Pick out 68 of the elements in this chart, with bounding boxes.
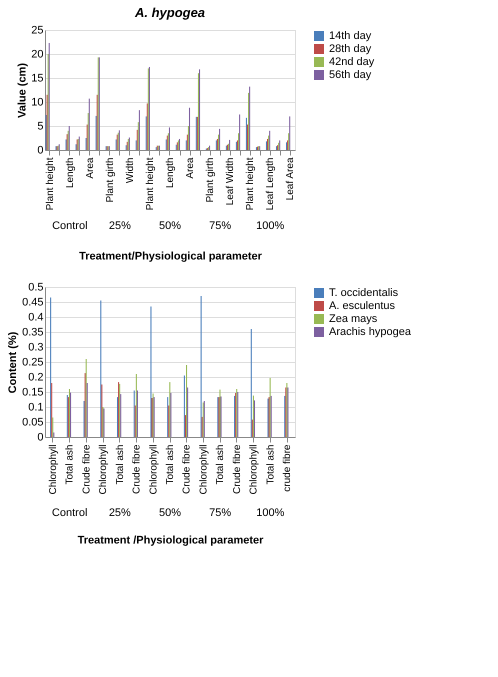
y-tick-label: 5: [37, 120, 44, 132]
x-tick-label: Plant height: [245, 157, 256, 210]
x-tick-label: Chlorophyll: [148, 444, 160, 495]
x-tick-label: Length: [64, 158, 76, 188]
text: Control: [52, 220, 88, 232]
y-axis-title: Content (%): [7, 331, 20, 394]
text: 100%: [256, 507, 285, 519]
y-tick-label: 0.05: [22, 416, 44, 428]
text: 75%: [209, 507, 232, 519]
x-tick-label: Total ash: [64, 444, 76, 485]
x-tick-label: Total ash: [165, 444, 176, 485]
text: 100%: [256, 220, 284, 232]
legend-label: 14th day: [329, 30, 372, 42]
y-tick-label: 25: [31, 24, 44, 36]
x-tick-label: Total ash: [114, 444, 126, 485]
x-tick-label: Width: [124, 158, 136, 184]
x-tick-label: Area: [84, 157, 96, 179]
x-tick-label: Total ash: [215, 444, 226, 485]
text: 50%: [158, 507, 182, 519]
x-tick-label: Crude fibre: [182, 444, 193, 494]
y-tick-label: 0: [37, 144, 44, 156]
x-tick-label: Length: [165, 158, 176, 188]
x-tick-label: Plant girth: [104, 158, 116, 203]
x-tick-label: Crude fibre: [132, 444, 143, 494]
legend-label: 28th day: [329, 43, 372, 55]
x-tick-label: Leaf Area: [285, 157, 296, 200]
y-tick-label: 0.15: [22, 386, 44, 398]
x-tick-label: Leaf Width: [225, 158, 236, 206]
y-tick-label: 0.45: [22, 296, 44, 308]
x-tick-label: Plant height: [144, 157, 156, 210]
legend-label: Arachis hypogea: [329, 326, 412, 338]
legend-label: 56th day: [329, 69, 372, 81]
text: 25%: [108, 507, 132, 519]
x-tick-label: Chlorophyll: [48, 444, 59, 495]
x-tick-label: crude fibre: [282, 444, 294, 492]
x-tick-label: Chlorophyll: [248, 444, 260, 495]
y-tick-label: 10: [31, 96, 44, 108]
x-tick-label: Plant height: [44, 157, 56, 210]
x-axis-title: Treatment/Physiological parameter: [79, 250, 263, 262]
x-tick-label: Plant girth: [205, 158, 216, 203]
y-tick-label: 15: [31, 72, 44, 84]
x-tick-label: Total ash: [265, 444, 276, 485]
x-tick-label: Crude fibre: [81, 444, 92, 494]
legend-label: 42nd day: [329, 56, 375, 68]
x-axis-title: Treatment /Physiological parameter: [78, 534, 264, 547]
x-tick-label: Crude fibre: [232, 444, 243, 494]
y-tick-label: 0.35: [22, 326, 44, 338]
legend-label: A. esculentus: [329, 300, 396, 312]
x-tick-label: Area: [185, 157, 196, 179]
y-tick-label: 0.1: [28, 402, 44, 414]
y-tick-label: 0.2: [28, 372, 44, 384]
y-tick-label: 0.3: [28, 342, 44, 354]
text: Control: [52, 507, 88, 519]
text: 50%: [158, 220, 182, 232]
y-axis-title: Value (cm): [16, 62, 28, 118]
y-tick-label: 20: [31, 48, 44, 60]
x-tick-label: Chlorophyll: [198, 444, 210, 495]
text: 25%: [108, 220, 132, 232]
y-tick-label: 0: [37, 432, 44, 444]
x-tick-label: Chlorophyll: [98, 444, 110, 495]
y-tick-label: 0.5: [28, 282, 44, 294]
chart-title: A. hypogea: [134, 5, 206, 20]
legend-label: T. occidentalis: [329, 287, 399, 299]
x-tick-label: Leaf Length: [265, 158, 276, 210]
legend-label: Zea mays: [329, 313, 378, 325]
y-tick-label: 0.4: [28, 312, 44, 324]
text: 75%: [209, 220, 232, 232]
y-tick-label: 0.25: [22, 356, 44, 368]
